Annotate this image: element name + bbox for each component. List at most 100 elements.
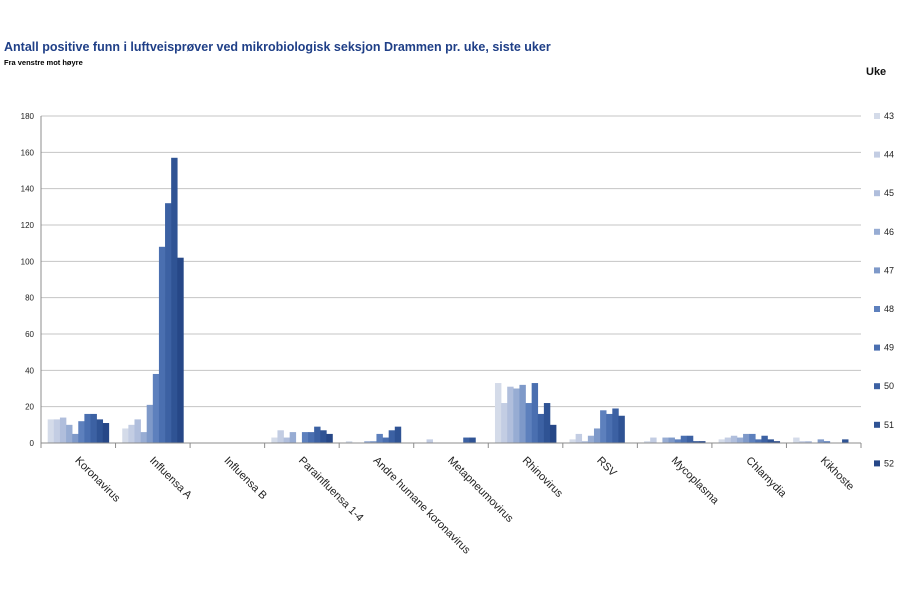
category-label: Rhinovirus	[520, 455, 566, 501]
bar-50-3	[314, 426, 321, 443]
y-tick-label: 40	[25, 366, 34, 375]
bar-48-0	[78, 421, 85, 443]
bar-43-4	[345, 441, 353, 443]
legend-label: 44	[884, 150, 894, 160]
bar-52-9	[773, 441, 781, 443]
bar-46-7	[587, 435, 595, 443]
legend-label: 48	[884, 304, 894, 314]
bar-44-5	[426, 439, 433, 443]
bar-50-1	[165, 203, 172, 443]
bar-43-0	[47, 419, 55, 443]
legend-swatch	[874, 113, 880, 119]
y-tick-label: 0	[30, 439, 35, 448]
legend-swatch	[874, 228, 880, 235]
bar-48-4	[376, 433, 383, 443]
y-tick-label: 180	[21, 112, 35, 121]
y-tick-labels: 0 20 40 60 80 100 120 140 160 180	[21, 112, 35, 448]
bar-48-7	[600, 410, 607, 443]
bar-43-8	[644, 441, 651, 443]
legend-label: 52	[884, 458, 894, 468]
bar-48-6	[525, 403, 532, 443]
y-tick-label: 20	[25, 403, 34, 412]
bar-45-3	[283, 437, 290, 443]
legend-swatch	[874, 344, 880, 351]
bar-47-6	[519, 384, 526, 443]
legend-swatch	[874, 267, 880, 274]
bar-46-3	[289, 432, 297, 443]
category-label: Influensa B	[222, 455, 269, 502]
bar-51-9	[767, 439, 774, 443]
category-label: Kikhoste	[818, 455, 856, 493]
y-tick-label: 160	[21, 148, 35, 157]
bar-48-8	[674, 439, 682, 443]
bar-52-1	[177, 257, 184, 443]
legend-title: Uke	[866, 66, 886, 78]
category-label: Koronavirus	[72, 455, 122, 505]
legend-label: 47	[884, 265, 894, 275]
bar-49-4	[382, 437, 389, 443]
bar-51-7	[618, 415, 625, 443]
chart-subtitle: Fra venstre mot høyre	[4, 58, 83, 67]
bar-49-1	[158, 246, 166, 443]
bar-52-3	[326, 433, 333, 443]
bar-45-9	[730, 435, 738, 443]
category-label: Metapneumovirus	[445, 455, 516, 526]
legend-swatch	[874, 460, 880, 467]
legend-swatch	[874, 190, 880, 197]
bar-47-9	[743, 433, 750, 443]
bar-52-8	[699, 441, 706, 443]
bar-51-10	[842, 439, 849, 443]
bar-48-1	[152, 373, 160, 443]
bar-47-0	[72, 433, 79, 443]
bar-47-10	[817, 439, 825, 443]
bar-44-7	[575, 433, 583, 443]
bar-50-8	[686, 435, 694, 443]
bar-45-10	[805, 441, 812, 443]
bar-44-1	[128, 424, 135, 443]
bar-46-4	[364, 441, 371, 443]
bar-50-4	[388, 430, 396, 443]
bar-51-3	[320, 430, 327, 443]
bar-48-3	[301, 432, 309, 443]
bar-51-1	[171, 157, 178, 444]
bar-46-8	[662, 437, 669, 443]
bar-43-7	[569, 439, 576, 443]
bar-44-3	[277, 430, 284, 443]
bar-50-5	[463, 437, 470, 443]
bar-43-3	[271, 437, 278, 443]
category-label: Mycoplasma	[669, 455, 722, 508]
bar-49-3	[308, 432, 315, 443]
category-label: Chlamydia	[743, 455, 789, 501]
bar-47-8	[668, 437, 675, 443]
category-labels: Koronavirus Influensa A Influensa B Parainf…	[72, 455, 856, 557]
y-tick-label: 140	[21, 185, 35, 194]
x-axis	[40, 116, 862, 448]
category-label: Parainfluensa 1-4	[296, 455, 365, 524]
bar-46-1	[140, 432, 148, 443]
legend-label: 45	[884, 188, 894, 198]
bar-51-4	[394, 426, 402, 443]
y-tick-label: 60	[25, 330, 34, 339]
bar-46-9	[736, 437, 744, 443]
bar-43-10	[793, 437, 800, 443]
bar-51-6	[543, 403, 551, 443]
bar-49-6	[531, 383, 539, 443]
bar-44-6	[501, 403, 508, 443]
chart-title: Antall positive funn i luftveisprøver ve…	[4, 40, 551, 54]
bar-43-6	[494, 383, 502, 443]
bar-44-10	[799, 441, 806, 443]
y-tick-label: 80	[25, 294, 34, 303]
legend-swatch	[874, 306, 880, 312]
bar-50-6	[537, 413, 545, 443]
y-tick-label: 100	[21, 257, 35, 266]
bar-50-9	[761, 435, 768, 443]
bar-50-0	[90, 413, 97, 443]
bar-46-0	[66, 424, 73, 443]
legend-swatch	[874, 383, 880, 390]
bar-51-0	[96, 419, 104, 443]
bar-43-1	[122, 428, 129, 443]
legend-label: 49	[884, 343, 894, 353]
legend-label: 50	[884, 381, 894, 391]
bar-46-6	[513, 388, 520, 443]
bars	[47, 157, 849, 444]
